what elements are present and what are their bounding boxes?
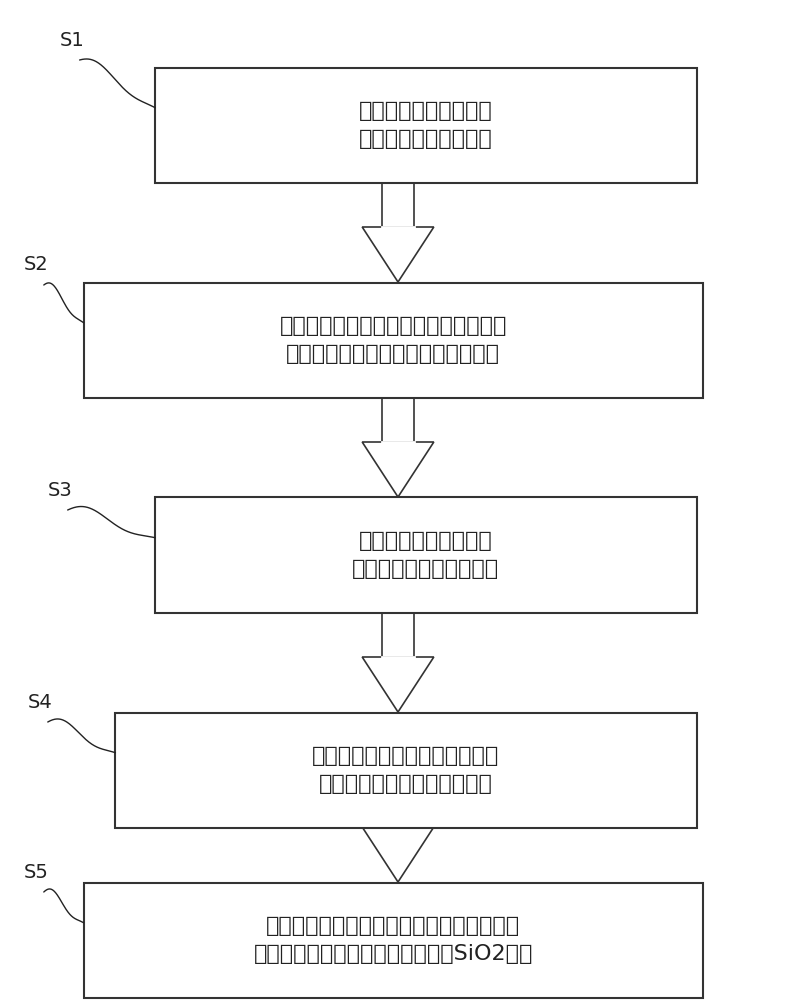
Bar	[115, 712, 696, 827]
Text: 以酸性水解和碱性缩聚
两步法制备硅酸盐溶胶: 以酸性水解和碱性缩聚 两步法制备硅酸盐溶胶	[359, 101, 493, 149]
Polygon shape	[362, 227, 434, 282]
Bar	[155, 68, 696, 182]
Text: S3: S3	[48, 481, 72, 499]
Text: 对表面改性之后的胶体进行干燥，并在大气
环境中进行热处理，得到低介电的SiO2薄膜: 对表面改性之后的胶体进行干燥，并在大气 环境中进行热处理，得到低介电的SiO2薄…	[254, 916, 533, 964]
Polygon shape	[362, 442, 434, 497]
Bar	[155, 497, 696, 612]
Bar	[382, 398, 414, 442]
Polygon shape	[362, 657, 434, 712]
Bar	[84, 282, 703, 397]
Text: S1: S1	[60, 30, 84, 49]
Polygon shape	[362, 827, 434, 882]
Bar	[382, 613, 414, 657]
Text: 在衬底表面旋涂所述硅酸盐溶胶，形成
带孔的湿凝胶薄膜，并进行老化处理: 在衬底表面旋涂所述硅酸盐溶胶，形成 带孔的湿凝胶薄膜，并进行老化处理	[279, 316, 507, 364]
Bar	[382, 827, 414, 828]
Bar	[382, 183, 414, 227]
Text: S4: S4	[28, 692, 53, 712]
Text: S2: S2	[24, 255, 49, 274]
Text: 以溶有三甲基氯硅烷的正己烷对
湿凝胶薄膜进行表面改性处理: 以溶有三甲基氯硅烷的正己烷对 湿凝胶薄膜进行表面改性处理	[312, 746, 500, 794]
Text: 使用正己烷置换所述湿
凝胶薄膜孔中的乙醇流体: 使用正己烷置换所述湿 凝胶薄膜孔中的乙醇流体	[353, 531, 499, 579]
Bar	[84, 883, 703, 998]
Text: S5: S5	[24, 862, 49, 882]
